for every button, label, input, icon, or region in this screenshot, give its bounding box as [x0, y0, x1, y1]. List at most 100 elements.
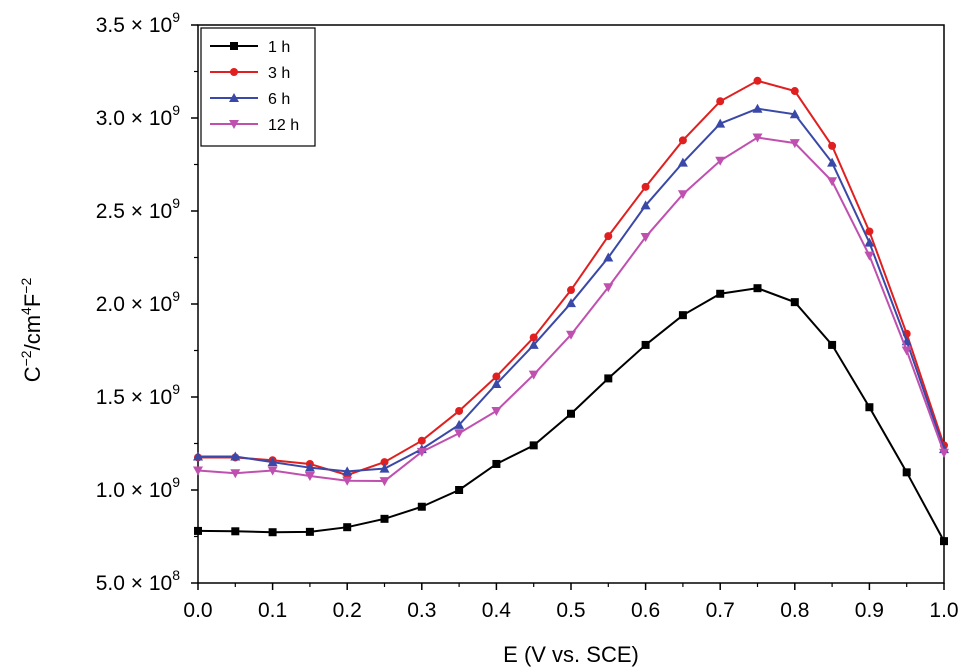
data-point	[716, 289, 725, 298]
y-tick-label: 3.5 × 109	[96, 9, 180, 37]
data-point	[715, 156, 726, 166]
data-point	[753, 76, 762, 85]
data-point	[752, 103, 763, 113]
legend-items: 1 h 3 h 6 h 12 h	[210, 39, 299, 134]
data-point	[342, 466, 353, 476]
x-tick-label: 0.6	[631, 599, 660, 622]
data-point	[193, 451, 203, 461]
data-point	[267, 466, 278, 476]
series-line	[197, 136, 945, 483]
x-tick-label: 0.9	[855, 599, 884, 622]
data-point	[828, 141, 837, 150]
data-point	[678, 311, 687, 320]
data-point	[380, 458, 389, 467]
data-point	[641, 182, 650, 191]
data-point	[939, 448, 949, 458]
data-point	[566, 330, 576, 340]
data-point	[790, 87, 799, 96]
data-point	[640, 200, 651, 210]
data-point	[828, 340, 837, 349]
data-point	[193, 466, 203, 476]
data-point	[753, 284, 762, 293]
series-3	[193, 133, 949, 487]
data-point	[567, 409, 575, 418]
data-point	[380, 514, 389, 523]
legend-label: 1 h	[268, 39, 290, 56]
data-point	[379, 477, 390, 487]
data-point	[267, 457, 278, 467]
data-point	[455, 486, 464, 494]
y-tick-label: 1.5 × 109	[96, 381, 180, 409]
data-point	[454, 429, 465, 439]
y-tick-label: 2.5 × 109	[96, 195, 180, 223]
y-tick-label: 2.0 × 109	[96, 288, 180, 316]
legend-label: 12 h	[268, 117, 299, 134]
data-point	[864, 237, 875, 247]
legend-label: 6 h	[268, 91, 290, 108]
legend-marker	[230, 42, 238, 50]
x-tick-label: 0.1	[258, 599, 287, 622]
x-tick-label: 1.0	[929, 599, 958, 622]
x-axis-title: E (V vs. SCE)	[503, 642, 639, 667]
data-point	[528, 370, 539, 380]
data-point	[417, 502, 426, 511]
data-point	[491, 378, 502, 388]
data-point	[230, 469, 241, 479]
series-layer	[193, 76, 949, 546]
x-tick-label: 0.2	[333, 599, 362, 622]
data-point	[528, 339, 539, 349]
data-point	[827, 157, 838, 167]
data-point	[640, 233, 651, 243]
data-point	[752, 133, 763, 143]
data-point	[491, 406, 502, 416]
y-tick-label: 5.0 × 108	[96, 567, 180, 595]
legend-marker	[230, 68, 238, 76]
legend: 1 h 3 h 6 h 12 h	[200, 27, 316, 147]
data-point	[231, 527, 240, 536]
data-point	[864, 251, 875, 261]
data-point	[342, 476, 353, 486]
data-point	[304, 472, 315, 482]
data-point	[940, 537, 948, 546]
legend-label: 3 h	[268, 65, 290, 82]
data-point	[677, 190, 688, 200]
data-point	[827, 177, 838, 187]
data-point	[379, 463, 390, 473]
data-point	[641, 340, 650, 349]
data-point	[416, 447, 427, 457]
data-point	[305, 527, 314, 536]
data-point	[343, 523, 352, 532]
data-point	[789, 109, 800, 119]
data-point	[492, 372, 501, 381]
x-tick-label: 0.0	[183, 599, 212, 622]
data-point	[603, 252, 614, 262]
data-point	[716, 97, 725, 106]
x-tick-label: 0.3	[407, 599, 436, 622]
y-axis-title: C−2/cm4F−2	[18, 278, 45, 383]
data-point	[566, 298, 576, 308]
data-point	[604, 232, 613, 241]
data-point	[677, 157, 688, 167]
data-point	[865, 403, 874, 412]
data-point	[230, 451, 241, 461]
x-tick-label: 0.8	[780, 599, 809, 622]
legend-marker	[229, 93, 239, 102]
data-point	[790, 298, 799, 307]
data-point	[567, 286, 575, 295]
y-tick-label: 1.0 × 109	[96, 474, 180, 502]
data-point	[455, 406, 464, 415]
data-point	[603, 283, 614, 293]
data-point	[417, 436, 426, 445]
data-point	[529, 441, 538, 450]
data-point	[268, 528, 277, 537]
data-point	[529, 333, 538, 342]
data-point	[492, 459, 501, 468]
data-point	[194, 526, 202, 535]
data-point	[902, 468, 911, 477]
y-tick-label: 3.0 × 109	[96, 102, 180, 130]
data-point	[678, 136, 687, 145]
legend-entry: 6 h	[210, 91, 290, 108]
series-2	[193, 103, 949, 476]
x-tick-label: 0.4	[482, 599, 512, 622]
data-point	[865, 227, 874, 236]
